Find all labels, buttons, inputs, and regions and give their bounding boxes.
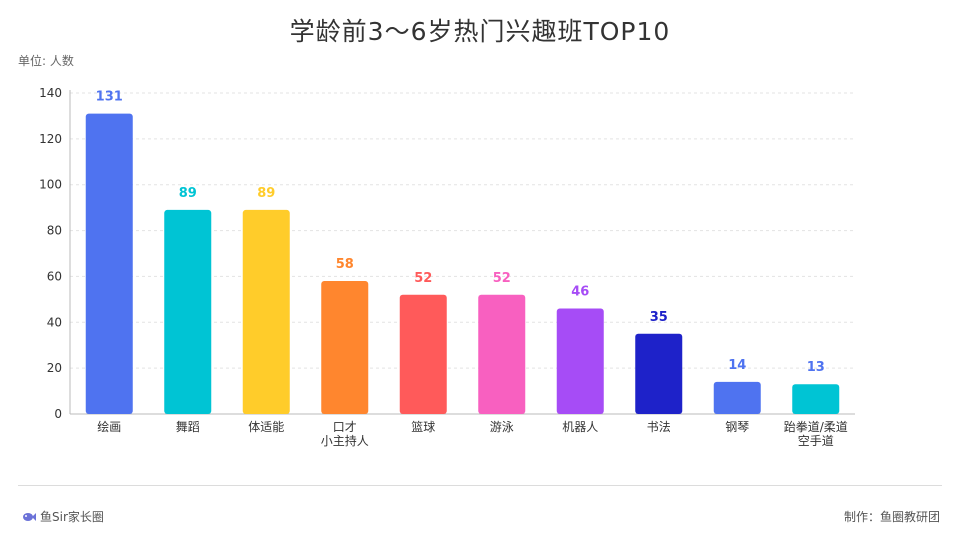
bar xyxy=(85,113,133,414)
y-tick-label: 40 xyxy=(47,315,62,329)
bar-value-label: 58 xyxy=(336,257,354,272)
x-tick-label: 游泳 xyxy=(490,420,514,434)
y-tick-label: 60 xyxy=(47,269,62,283)
bar-value-label: 52 xyxy=(414,271,432,286)
bar-value-label: 52 xyxy=(493,271,511,286)
fish-icon xyxy=(23,512,36,521)
x-tick-label: 篮球 xyxy=(411,419,435,434)
chart-title: 学龄前3～6岁热门兴趣班TOP10 xyxy=(289,17,671,46)
x-tick-label: 口才小主持人 xyxy=(321,420,369,448)
bar xyxy=(635,333,683,414)
y-tick-label: 80 xyxy=(47,224,62,238)
x-tick-label: 机器人 xyxy=(562,420,598,434)
x-tick-label: 钢琴 xyxy=(725,420,749,434)
bar-value-label: 89 xyxy=(257,186,275,201)
brand-name: 鱼Sir家长圈 xyxy=(40,510,104,524)
bar xyxy=(556,308,604,414)
bar xyxy=(321,281,369,414)
bar xyxy=(242,209,290,414)
x-tick-label: 书法 xyxy=(647,420,671,434)
footer-divider xyxy=(18,485,942,486)
y-tick-label: 100 xyxy=(39,178,62,192)
brand-logo: 鱼Sir家长圈 xyxy=(22,508,104,525)
bar-value-label: 35 xyxy=(650,310,668,325)
y-tick-label: 20 xyxy=(47,361,62,375)
x-tick-label: 绘画 xyxy=(97,419,121,434)
x-tick-label: 跆拳道/柔道空手道 xyxy=(784,419,848,448)
y-tick-label: 120 xyxy=(39,132,62,146)
bar xyxy=(713,381,761,414)
bar-value-label: 46 xyxy=(571,285,589,300)
y-tick-label: 140 xyxy=(39,86,62,100)
bar-value-label: 14 xyxy=(728,358,746,373)
bar xyxy=(478,294,526,414)
x-tick-label: 舞蹈 xyxy=(176,420,200,434)
bar xyxy=(792,384,840,414)
bar-value-label: 131 xyxy=(96,90,123,105)
bar-value-label: 89 xyxy=(179,186,197,201)
credit-text: 制作：鱼圈教研团 xyxy=(843,510,940,524)
x-tick-label: 体适能 xyxy=(248,420,284,434)
y-tick-label: 0 xyxy=(54,407,62,421)
bar xyxy=(164,209,212,414)
bar xyxy=(399,294,447,414)
unit-label: 单位: 人数 xyxy=(18,54,74,68)
bar-value-label: 13 xyxy=(807,360,825,375)
